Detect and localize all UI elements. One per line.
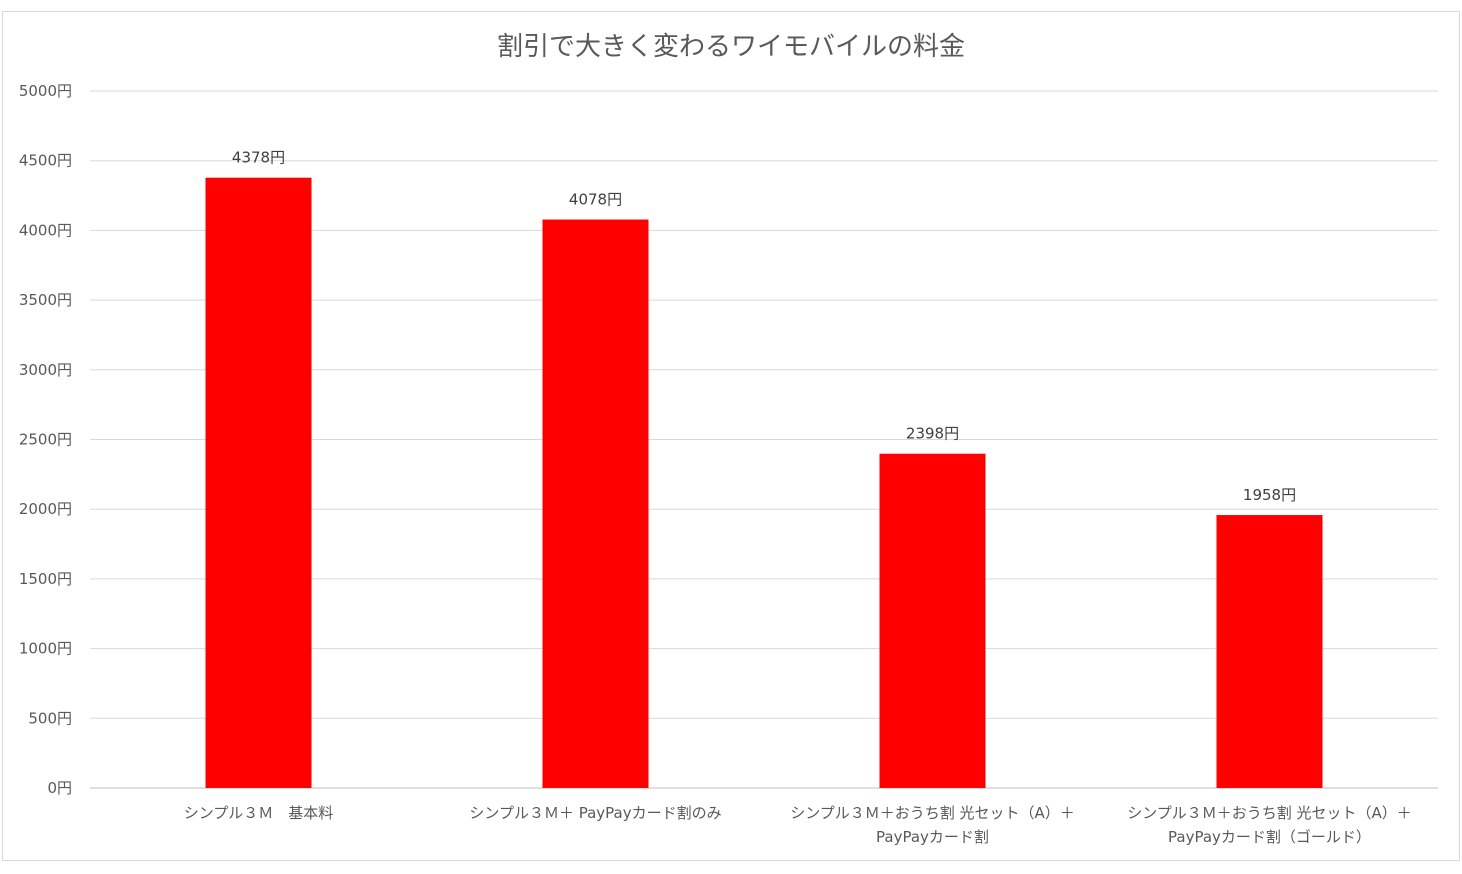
data-label: 4378円	[232, 149, 285, 167]
y-tick-label: 0円	[47, 779, 72, 797]
category-label: シンプル３Ｍ＋おうち割 光セット（A）＋	[790, 804, 1075, 822]
y-tick-label: 4000円	[19, 221, 72, 239]
data-label: 4078円	[569, 191, 622, 209]
y-tick-label: 1000円	[19, 640, 72, 658]
y-tick-label: 2000円	[19, 500, 72, 518]
y-tick-label: 500円	[28, 709, 72, 727]
bar	[879, 453, 986, 788]
y-tick-label: 3000円	[19, 361, 72, 379]
bar	[205, 177, 312, 789]
data-label: 2398円	[906, 425, 959, 443]
data-label: 1958円	[1243, 486, 1296, 504]
category-label: PayPayカード割（ゴールド）	[1168, 828, 1371, 846]
y-tick-label: 4500円	[19, 152, 72, 170]
category-label: シンプル３Ｍ＋おうち割 光セット（A）＋	[1127, 804, 1412, 822]
category-label: PayPayカード割	[876, 828, 989, 846]
category-label: シンプル３Ｍ 基本料	[184, 804, 334, 822]
bar	[1216, 515, 1323, 788]
chart-title: 割引で大きく変わるワイモバイルの料金	[496, 32, 965, 62]
y-tick-label: 1500円	[19, 570, 72, 588]
y-tick-label: 5000円	[19, 82, 72, 100]
y-tick-label: 2500円	[19, 431, 72, 449]
y-tick-label: 3500円	[19, 291, 72, 309]
bar	[542, 219, 649, 788]
category-label: シンプル３Ｍ＋ PayPayカード割のみ	[469, 804, 721, 822]
